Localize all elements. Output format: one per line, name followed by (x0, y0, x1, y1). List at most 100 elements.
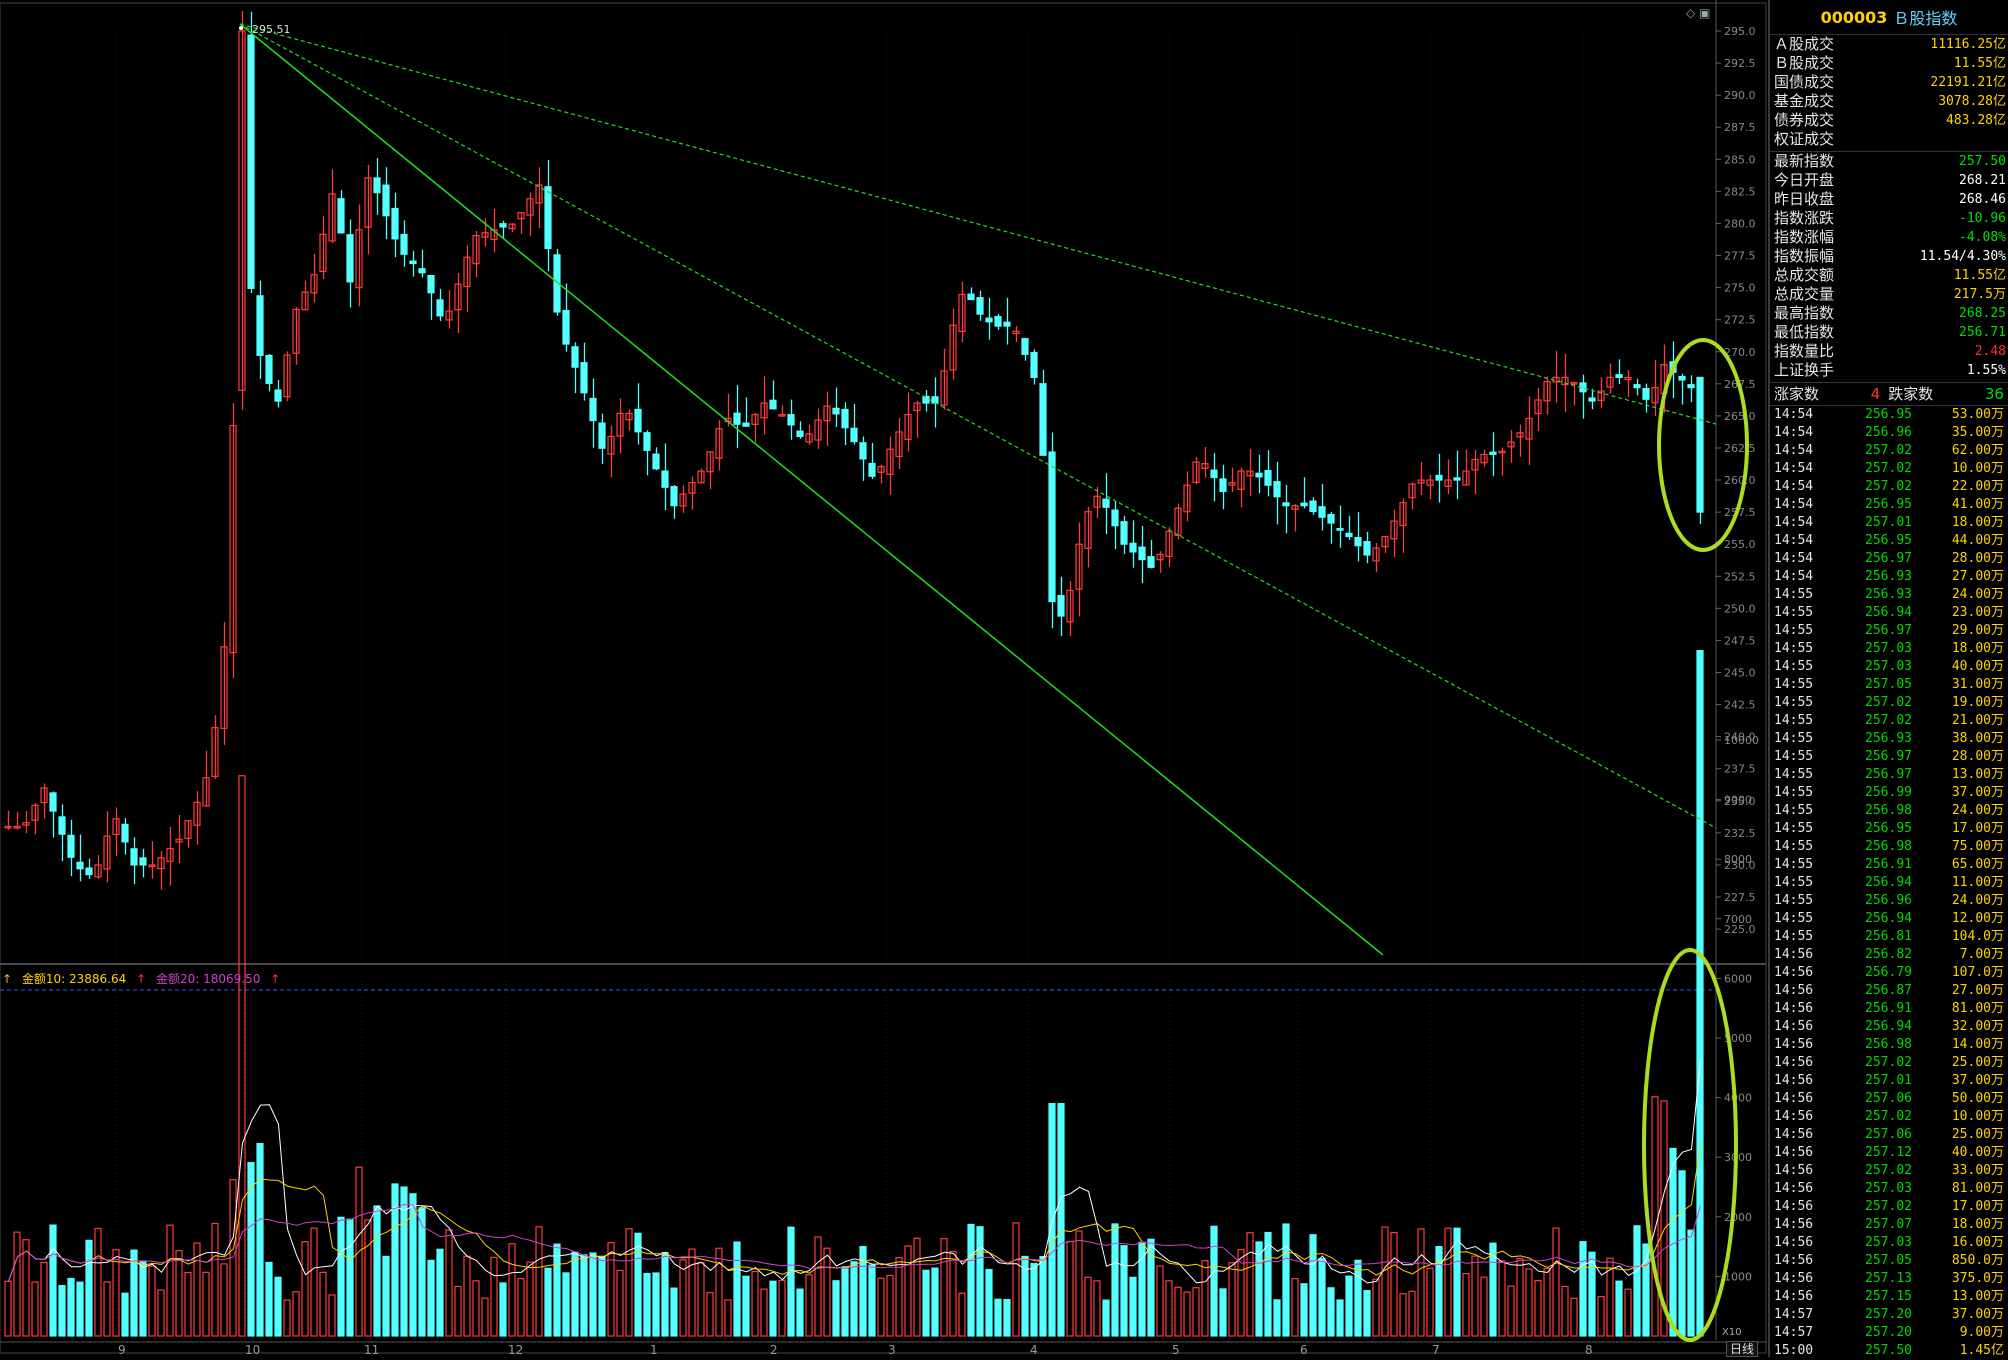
tick-price: 256.95 (1865, 407, 1912, 422)
candle-body (1111, 509, 1119, 527)
tick-time: 14:56 (1774, 1055, 1814, 1070)
kline-chart-area[interactable]: 295.0 292.5 290.0 287.5 285.0 282.5 280.0 277.5… (0, 0, 1768, 1357)
stat-value: 3078.28亿 (1938, 94, 2006, 109)
tick-price: 257.02 (1865, 461, 1912, 476)
tick-row: 14:55 256.98 75.00万 (1770, 838, 2008, 856)
candle-body (562, 310, 570, 345)
turnover-row: Ｂ股成交 11.55亿 (1770, 54, 2008, 73)
tick-price: 256.94 (1865, 875, 1912, 890)
period-tab-daily[interactable]: 日线 (1726, 1341, 1759, 1357)
tick-price: 257.03 (1865, 641, 1912, 656)
volume-bar (436, 1248, 444, 1337)
tick-volume: 33.00万 (1951, 1163, 2004, 1178)
tick-row: 14:56 257.13 375.0万 (1770, 1270, 2008, 1288)
candle-body (958, 293, 966, 333)
stat-label: 指数涨跌 (1774, 209, 1835, 227)
tick-volume: 24.00万 (1951, 893, 2004, 908)
candle-body (4, 825, 12, 829)
candle-body (337, 198, 345, 234)
candle-body (238, 30, 246, 391)
volume-bar (1300, 1283, 1308, 1337)
window-icon[interactable]: ▣ (1699, 6, 1711, 20)
candle-body (1093, 495, 1101, 508)
candle-body (625, 412, 633, 421)
volume-bar (1030, 1262, 1038, 1337)
candle-body (328, 193, 336, 242)
tick-time: 14:54 (1774, 461, 1814, 476)
volume-bar (193, 1242, 201, 1337)
tick-list[interactable]: 14:54 256.95 53.00万 14:54 256.96 35.00万 14:54 2… (1770, 406, 2008, 1360)
volume-bar (625, 1228, 633, 1337)
stat-label: 总成交额 (1774, 266, 1835, 284)
candle-body (391, 207, 399, 240)
candle-body (166, 847, 174, 862)
candle-body (1255, 472, 1263, 478)
candle-body (1525, 417, 1533, 440)
volume-bar (1579, 1241, 1587, 1337)
kline-chart[interactable]: 295.0 292.5 290.0 287.5 285.0 282.5 280.0 277.5… (0, 0, 1768, 1357)
candle-body (400, 233, 408, 255)
stat-row: 总成交额 11.55亿 (1770, 266, 2008, 285)
tick-price: 256.98 (1865, 1037, 1912, 1052)
candle-body (157, 857, 165, 870)
candle-body (355, 229, 363, 289)
up-count-value: 4 (1870, 385, 1881, 403)
volume-bar (1606, 1257, 1614, 1337)
turnover-row: 权证成交 (1770, 130, 2008, 149)
candle-body (985, 317, 993, 323)
date-axis-label: 5 (1172, 1343, 1180, 1357)
volume-bar (895, 1257, 903, 1337)
tick-volume: 1.45亿 (1959, 1343, 2004, 1358)
tick-row: 15:00 257.50 1.45亿 (1770, 1342, 2008, 1360)
tick-time: 14:56 (1774, 1037, 1814, 1052)
volume-bar (58, 1284, 66, 1337)
date-axis-label: 10 (245, 1343, 260, 1357)
stat-row: 指数涨跌 -10.96 (1770, 209, 2008, 228)
tick-volume: 17.00万 (1951, 821, 2004, 836)
volume-bar (1156, 1265, 1164, 1337)
volume-bar (1246, 1232, 1254, 1337)
volume-bar (211, 1222, 219, 1337)
volume-bar (1381, 1226, 1389, 1337)
price-axis-label: 242.5 (1724, 699, 1756, 712)
stat-value: 11.54/4.30% (1919, 249, 2006, 264)
volume-bar (364, 1219, 372, 1337)
price-axis-label: 237.5 (1724, 763, 1756, 776)
candle-body (1219, 478, 1227, 492)
volume-bar (13, 1231, 21, 1337)
candle-body (1021, 338, 1029, 355)
tick-row: 14:55 256.81 104.0万 (1770, 928, 2008, 946)
tick-volume: 37.00万 (1951, 785, 2004, 800)
candle-body (175, 838, 183, 843)
candle-body (886, 448, 894, 475)
tick-price: 256.95 (1865, 497, 1912, 512)
candle-body (1165, 530, 1173, 557)
candle-body (1156, 553, 1164, 561)
price-axis-label: 230.0 (1724, 859, 1756, 872)
volume-bar (4, 1280, 12, 1337)
chart-toolbar[interactable]: ◇ ▣ (1686, 6, 1710, 20)
price-axis-label: 295.0 (1724, 25, 1756, 38)
stat-value: -10.96 (1959, 211, 2006, 226)
tick-row: 14:56 257.06 25.00万 (1770, 1126, 2008, 1144)
tick-price: 256.95 (1865, 821, 1912, 836)
stat-value: 483.28亿 (1946, 113, 2006, 128)
volume-bar (1669, 1147, 1677, 1337)
candle-body (1084, 511, 1092, 549)
volume-bar (949, 1250, 957, 1337)
diamond-icon[interactable]: ◇ (1686, 6, 1696, 20)
candle-body (1561, 376, 1569, 386)
volume-axis-label: 9000 (1724, 794, 1752, 807)
candle-body (1651, 387, 1659, 404)
volume-axis-label: 2000 (1724, 1211, 1752, 1224)
volume-bar (778, 1279, 786, 1337)
volume-bar (994, 1298, 1002, 1337)
tick-row: 14:55 256.94 11.00万 (1770, 874, 2008, 892)
tick-price: 256.94 (1865, 605, 1912, 620)
tick-volume: 21.00万 (1951, 713, 2004, 728)
volume-bar (1093, 1280, 1101, 1337)
candle-body (1687, 384, 1695, 389)
volume-bar (373, 1205, 381, 1337)
stat-label: 上证换手 (1774, 361, 1835, 379)
candle-body (1606, 376, 1614, 388)
